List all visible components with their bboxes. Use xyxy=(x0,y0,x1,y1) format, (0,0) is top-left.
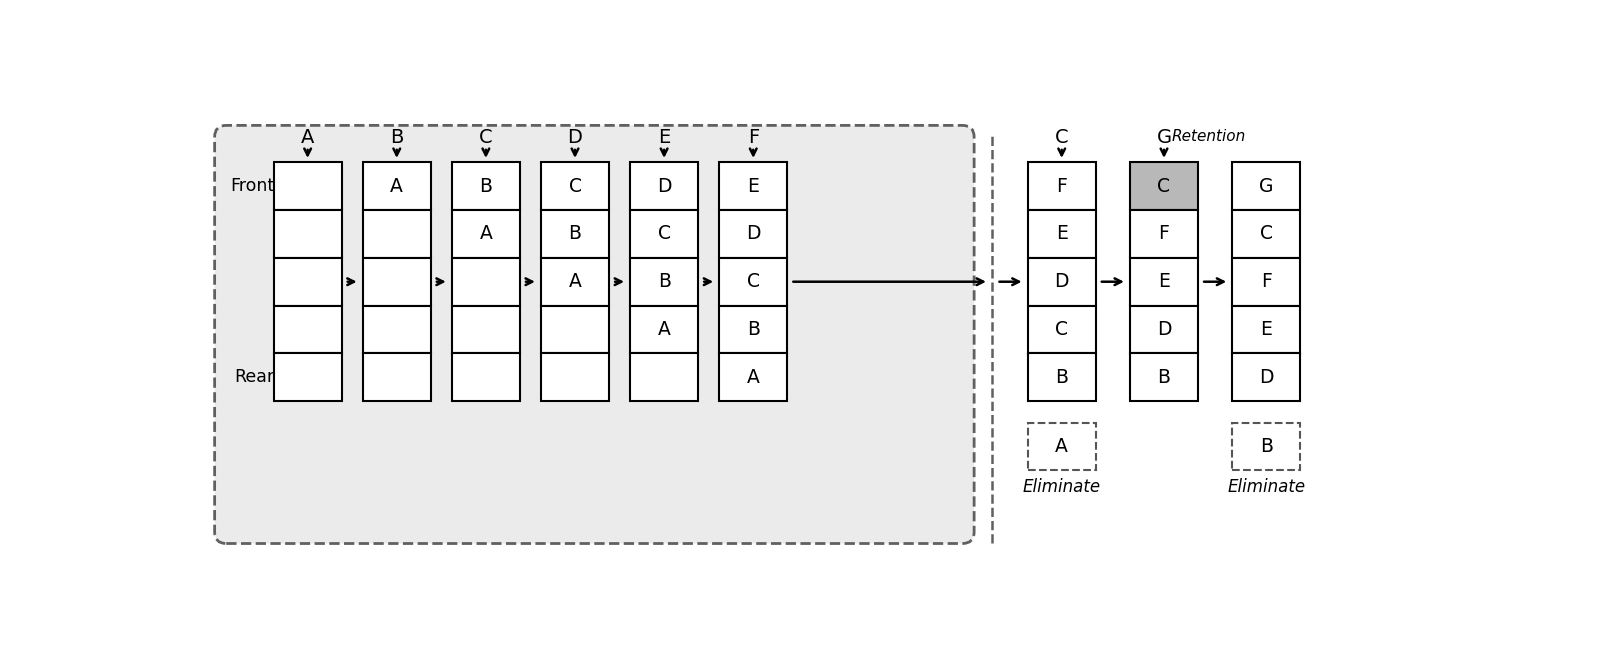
Text: A: A xyxy=(657,320,670,339)
Bar xyxy=(719,306,787,353)
Bar xyxy=(630,306,698,353)
Text: D: D xyxy=(1053,272,1068,291)
Text: B: B xyxy=(747,320,760,339)
Text: C: C xyxy=(747,272,760,291)
Bar xyxy=(540,210,609,258)
Bar xyxy=(630,353,698,401)
Text: A: A xyxy=(300,128,315,147)
Bar xyxy=(451,306,519,353)
Text: Front: Front xyxy=(230,178,274,195)
Bar xyxy=(362,353,430,401)
Text: G: G xyxy=(1156,128,1170,147)
Text: D: D xyxy=(1258,368,1272,387)
Bar xyxy=(1130,353,1198,401)
Bar xyxy=(540,258,609,306)
Bar xyxy=(630,258,698,306)
Bar xyxy=(362,162,430,210)
Text: F: F xyxy=(1055,177,1066,196)
Bar xyxy=(1027,210,1096,258)
Bar xyxy=(719,258,787,306)
Bar xyxy=(273,258,341,306)
Bar xyxy=(1027,258,1096,306)
Text: D: D xyxy=(745,224,760,244)
Text: F: F xyxy=(747,128,758,147)
Text: C: C xyxy=(1055,320,1068,339)
Text: B: B xyxy=(1055,368,1068,387)
Text: B: B xyxy=(390,128,403,147)
Text: Retention: Retention xyxy=(1172,129,1245,144)
Text: E: E xyxy=(1157,272,1169,291)
Text: A: A xyxy=(390,177,403,196)
Bar xyxy=(719,210,787,258)
Bar xyxy=(1027,353,1096,401)
Bar xyxy=(540,306,609,353)
Bar xyxy=(362,258,430,306)
Text: C: C xyxy=(1259,224,1272,244)
Bar xyxy=(1232,353,1300,401)
Bar xyxy=(719,353,787,401)
Text: C: C xyxy=(479,128,492,147)
FancyBboxPatch shape xyxy=(214,125,974,544)
Bar xyxy=(1232,162,1300,210)
Bar xyxy=(540,162,609,210)
Bar xyxy=(273,353,341,401)
Text: A: A xyxy=(1055,437,1068,456)
Bar xyxy=(1232,258,1300,306)
Text: B: B xyxy=(479,177,492,196)
Bar xyxy=(1130,258,1198,306)
Text: A: A xyxy=(747,368,760,387)
Bar xyxy=(1027,162,1096,210)
Bar xyxy=(273,210,341,258)
Text: Rear: Rear xyxy=(234,368,274,386)
Text: E: E xyxy=(1259,320,1271,339)
Text: A: A xyxy=(568,272,581,291)
Bar xyxy=(451,258,519,306)
Text: C: C xyxy=(657,224,670,244)
Text: A: A xyxy=(479,224,492,244)
Text: B: B xyxy=(1259,437,1272,456)
Text: E: E xyxy=(747,177,758,196)
Bar xyxy=(630,210,698,258)
Text: B: B xyxy=(1157,368,1170,387)
Text: C: C xyxy=(568,177,581,196)
Text: G: G xyxy=(1258,177,1272,196)
Bar xyxy=(630,162,698,210)
Text: Eliminate: Eliminate xyxy=(1227,478,1305,496)
Bar xyxy=(451,210,519,258)
Bar xyxy=(1130,162,1198,210)
Bar xyxy=(451,353,519,401)
Text: D: D xyxy=(566,128,583,147)
Bar xyxy=(719,162,787,210)
Text: Eliminate: Eliminate xyxy=(1022,478,1100,496)
Text: D: D xyxy=(656,177,670,196)
Bar xyxy=(451,162,519,210)
Bar xyxy=(1130,306,1198,353)
Bar xyxy=(1027,422,1096,471)
Text: B: B xyxy=(657,272,670,291)
Bar xyxy=(540,353,609,401)
Bar xyxy=(1027,306,1096,353)
Text: C: C xyxy=(1157,177,1170,196)
Bar xyxy=(1130,210,1198,258)
Text: B: B xyxy=(568,224,581,244)
Bar xyxy=(362,210,430,258)
Text: E: E xyxy=(657,128,670,147)
Text: C: C xyxy=(1055,128,1068,147)
Text: D: D xyxy=(1156,320,1170,339)
Bar xyxy=(1232,306,1300,353)
Bar xyxy=(273,162,341,210)
Bar xyxy=(1232,422,1300,471)
Bar xyxy=(1232,210,1300,258)
Bar xyxy=(273,306,341,353)
Text: F: F xyxy=(1157,224,1169,244)
Text: E: E xyxy=(1055,224,1066,244)
Text: F: F xyxy=(1259,272,1271,291)
Bar xyxy=(362,306,430,353)
